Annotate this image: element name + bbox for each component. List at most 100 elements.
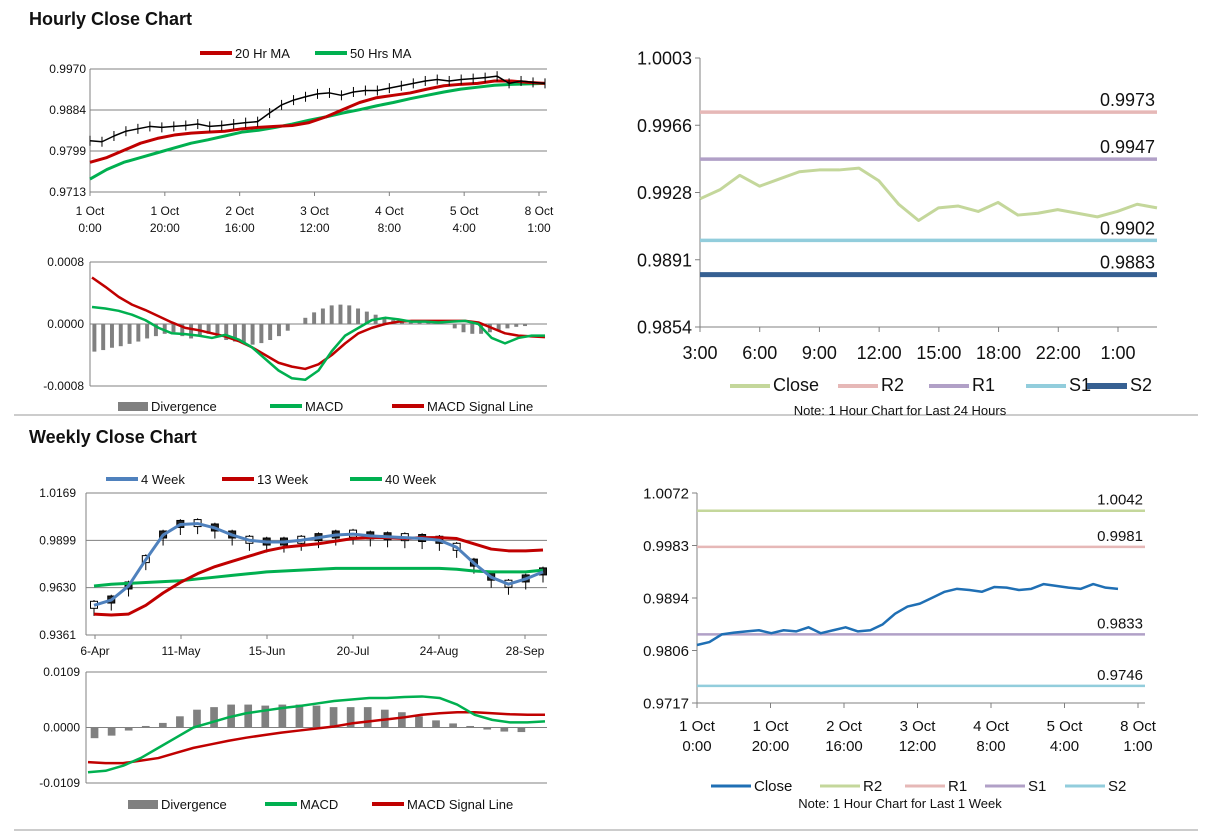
divergence-bar [189, 324, 194, 339]
x-tick-label: 15-Jun [249, 644, 286, 658]
divergence-bar [215, 324, 220, 337]
x-tick-label: 4 Oct [375, 204, 404, 218]
y-tick-label: 0.9970 [49, 62, 86, 76]
x-tick-label: 3 Oct [900, 718, 937, 735]
macd-signal-legend-item: MACD Signal Line [372, 797, 513, 812]
level-close-legend-label: Close [754, 778, 792, 795]
divergence-bar [259, 324, 264, 344]
x-tick-label: 20-Jul [337, 644, 370, 658]
wk4-legend-label: 4 Week [141, 472, 185, 487]
y-tick-label: 0.9966 [637, 116, 692, 136]
s2-level-label: 0.9746 [1097, 667, 1143, 684]
divergence-bar [531, 324, 536, 325]
divergence-bar [118, 324, 123, 347]
divergence-bar [153, 324, 158, 337]
price-segment [329, 92, 342, 97]
x-tick-label: 8 Oct [525, 204, 554, 218]
ma50-legend-item: 50 Hrs MA [315, 46, 412, 61]
divergence-bar [278, 704, 287, 728]
divergence-bar [364, 311, 369, 325]
y-tick-label: 0.0000 [47, 317, 84, 331]
divergence-bar [514, 324, 519, 327]
hourly-week-chart: 1.0072 0.9983 0.9894 0.9806 0.9717 1 Oct 0:00 1… [643, 486, 1157, 811]
price-segment [113, 130, 127, 137]
divergence-bar [449, 723, 457, 728]
price-segment [149, 125, 162, 129]
wk13-legend-item: 13 Week [222, 472, 309, 487]
price-segment [233, 121, 246, 125]
macd-legend-item: MACD [270, 399, 343, 414]
x-tick-label: 5 Oct [450, 204, 479, 218]
x-tick-label: 22:00 [1036, 343, 1081, 363]
x-tick-label: 28-Sep [506, 644, 545, 658]
divergence-bar [483, 727, 492, 730]
x-tick-label: 8:00 [378, 221, 402, 235]
price-segment [257, 112, 271, 123]
divergence-bar [303, 317, 308, 325]
x-tick-label: 1 Oct [76, 204, 105, 218]
y-tick-label: 0.9891 [637, 250, 692, 270]
level-r1-legend-label: R1 [948, 778, 967, 795]
divergence-bar [124, 727, 133, 731]
x-tick-label: 1 Oct [679, 718, 716, 735]
divergence-bar [193, 709, 201, 728]
x-tick-label: 9:00 [802, 343, 837, 363]
divergence-bar [500, 727, 509, 732]
price-segment [173, 124, 186, 128]
divergence-bar [443, 324, 448, 325]
divergence-bar [347, 305, 352, 325]
x-tick-label: 20:00 [150, 221, 180, 235]
divergence-bar [276, 324, 281, 337]
price-segment [389, 85, 402, 89]
price-segment [125, 128, 139, 132]
level-s2-legend-item: S2 [1065, 778, 1126, 795]
price-segment [437, 78, 450, 82]
x-tick-label: 8 Oct [1120, 718, 1157, 735]
price-segment [401, 82, 414, 87]
divergence-bar [382, 317, 387, 325]
weekly-section-title: Weekly Close Chart [29, 427, 197, 447]
divergence-bar [285, 324, 290, 331]
ma50-legend-label: 50 Hrs MA [350, 46, 412, 61]
wk13-legend-label: 13 Week [257, 472, 309, 487]
y-tick-label: 0.0109 [43, 665, 80, 679]
divergence-legend-item: Divergence [118, 399, 217, 414]
level-s1-legend-label: S1 [1069, 375, 1091, 395]
macd-legend-label: MACD [305, 399, 343, 414]
x-tick-label: 2 Oct [225, 204, 254, 218]
x-tick-label: 2 Oct [826, 718, 863, 735]
close-line [699, 166, 1158, 222]
hourly-section-title: Hourly Close Chart [29, 9, 193, 29]
r2-level-label: 0.9973 [1100, 90, 1155, 110]
y-tick-label: 0.9713 [49, 185, 86, 199]
x-tick-label: 4 Oct [973, 718, 1010, 735]
divergence-bar [162, 324, 167, 334]
divergence-bar [432, 720, 440, 728]
y-tick-label: 0.9854 [637, 318, 692, 338]
x-tick-label: 1:00 [527, 221, 551, 235]
divergence-bar [461, 324, 466, 333]
x-tick-label: 0:00 [78, 221, 102, 235]
divergence-bar [312, 705, 321, 728]
divergence-bar [408, 321, 413, 325]
level-r2-legend-item: R2 [820, 778, 882, 795]
divergence-bar [136, 324, 141, 342]
hourly-price-chart: 0.9970 0.9884 0.9799 0.9713 1 Oct 0:00 1 Oct 20… [49, 62, 554, 235]
price-segment [101, 135, 115, 143]
price-segment [197, 123, 210, 128]
price-segment [137, 125, 151, 130]
close-line [696, 582, 1119, 647]
divergence-legend-swatch [128, 800, 158, 809]
level-s2-legend-label: S2 [1130, 375, 1152, 395]
price-segment [496, 75, 510, 85]
x-tick-label: 8:00 [976, 738, 1005, 755]
price-segment [473, 76, 486, 80]
x-tick-label: 3:00 [682, 343, 717, 363]
x-tick-label: 16:00 [225, 221, 255, 235]
x-tick-label: 15:00 [916, 343, 961, 363]
divergence-bar [346, 707, 355, 728]
price-segment [305, 93, 318, 98]
level-r2-legend-label: R2 [881, 375, 904, 395]
level-r1-legend-item: R1 [929, 375, 995, 395]
x-tick-label: 1 Oct [753, 718, 790, 735]
